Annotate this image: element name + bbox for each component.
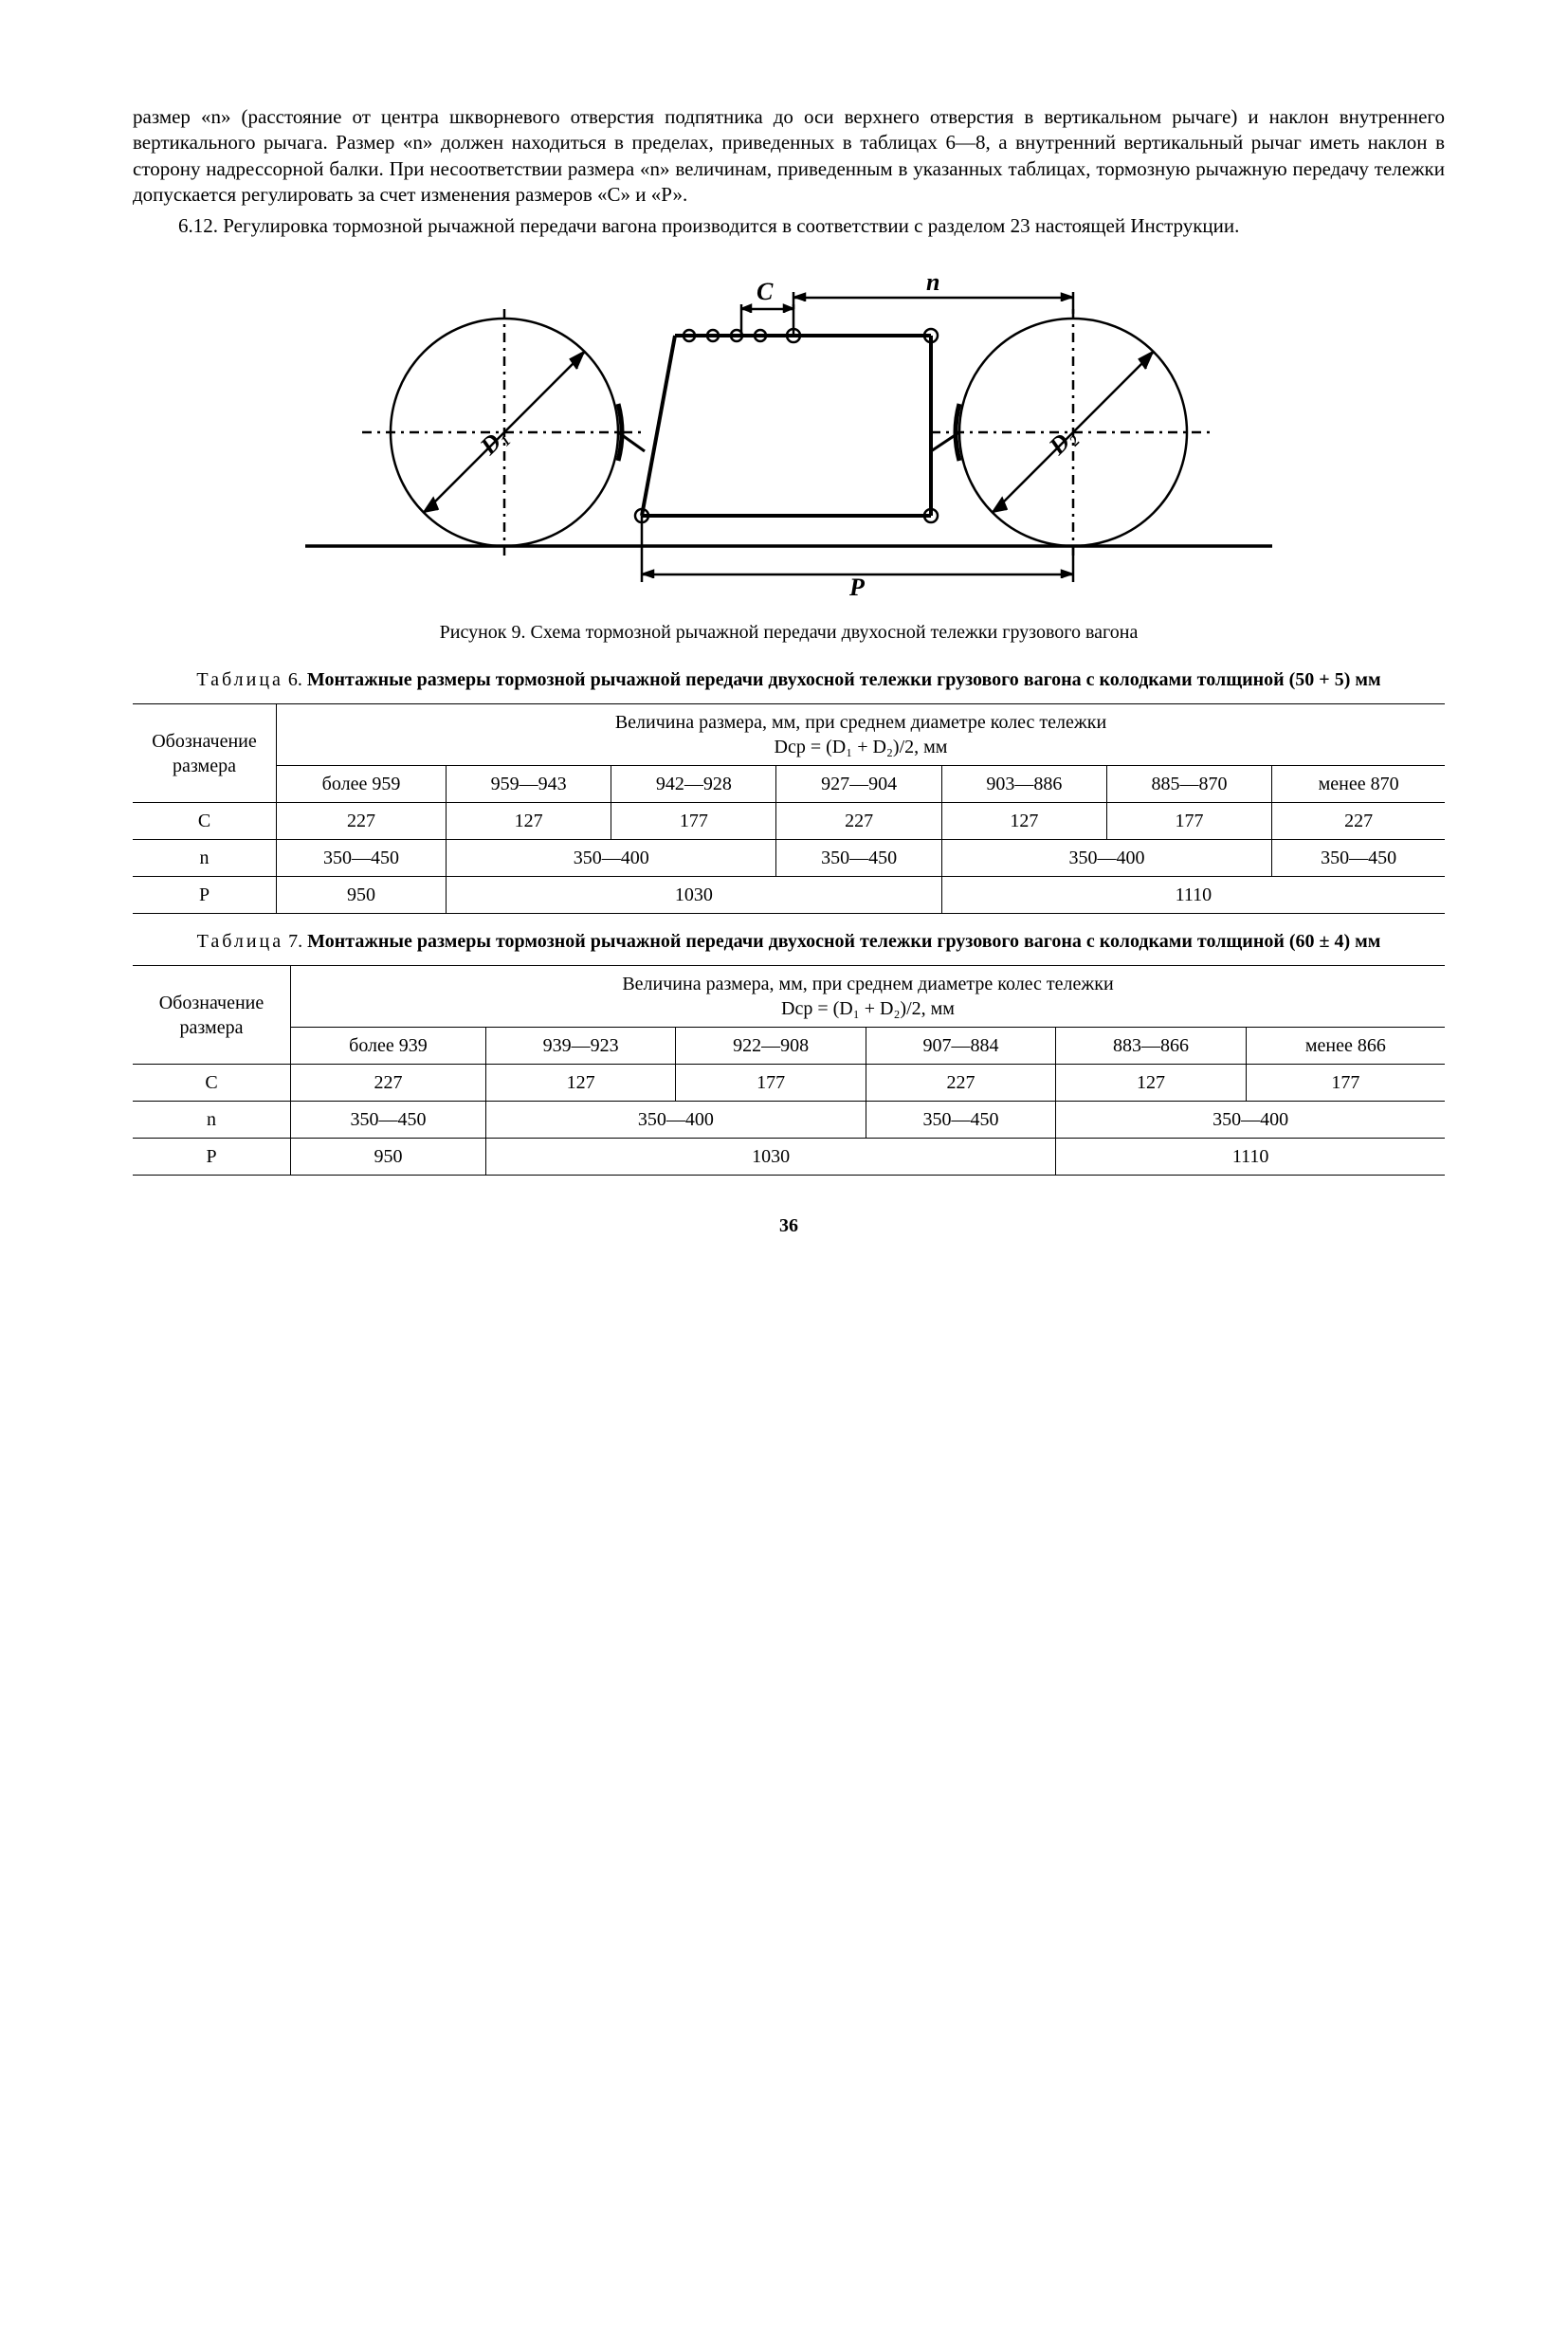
table-6-title: Таблица 6. Монтажные размеры тормозной р… bbox=[133, 667, 1445, 692]
t6-col0-header: Обозначение размера bbox=[133, 704, 277, 803]
table-6: Обозначение размера Величина размера, мм… bbox=[133, 703, 1445, 914]
t6-c-5: 177 bbox=[1106, 803, 1271, 840]
t7-p-1: 1030 bbox=[485, 1139, 1055, 1176]
fig-label-c: C bbox=[757, 278, 774, 305]
t6-p-2: 1110 bbox=[941, 877, 1445, 914]
t7-col0-header: Обозначение размера bbox=[133, 966, 291, 1065]
t6-n-0: 350—450 bbox=[277, 840, 447, 877]
t6-dh-5: 885—870 bbox=[1106, 766, 1271, 803]
t6-c-2: 177 bbox=[611, 803, 776, 840]
t7-dh-0: более 939 bbox=[291, 1028, 486, 1065]
t7-p-0: 950 bbox=[291, 1139, 486, 1176]
t7-row-p-label: P bbox=[133, 1139, 291, 1176]
paragraph-1: размер «n» (расстояние от центра шкворне… bbox=[133, 104, 1445, 208]
t6-row-c-label: C bbox=[133, 803, 277, 840]
t6-c-0: 227 bbox=[277, 803, 447, 840]
t6-dh-6: менее 870 bbox=[1272, 766, 1445, 803]
page-number: 36 bbox=[133, 1213, 1445, 1238]
t7-n-2: 350—450 bbox=[866, 1102, 1055, 1139]
t6-c-1: 127 bbox=[447, 803, 611, 840]
t6-dh-2: 942—928 bbox=[611, 766, 776, 803]
t6-row-n-label: n bbox=[133, 840, 277, 877]
t6-dh-3: 927—904 bbox=[776, 766, 941, 803]
table-7: Обозначение размера Величина размера, мм… bbox=[133, 965, 1445, 1176]
fig-label-d2: D₂ bbox=[1043, 423, 1082, 462]
t6-dh-0: более 959 bbox=[277, 766, 447, 803]
t7-dh-1: 939—923 bbox=[485, 1028, 675, 1065]
t7-dh-3: 907—884 bbox=[866, 1028, 1055, 1065]
t7-dh-4: 883—866 bbox=[1056, 1028, 1246, 1065]
paragraph-2: 6.12. Регулировка тормозной рычажной пер… bbox=[133, 213, 1445, 239]
t6-n-2: 350—450 bbox=[776, 840, 941, 877]
fig-label-d1: D₁ bbox=[474, 423, 513, 462]
t6-dh-1: 959—943 bbox=[447, 766, 611, 803]
t7-dh-5: менее 866 bbox=[1246, 1028, 1445, 1065]
table-7-title: Таблица 7. Монтажные размеры тормозной р… bbox=[133, 929, 1445, 954]
fig-label-n: n bbox=[926, 268, 939, 296]
t7-c-0: 227 bbox=[291, 1065, 486, 1102]
t6-p-0: 950 bbox=[277, 877, 447, 914]
t6-c-4: 127 bbox=[941, 803, 1106, 840]
t7-dh-2: 922—908 bbox=[676, 1028, 866, 1065]
t7-group-header: Величина размера, мм, при среднем диамет… bbox=[291, 966, 1446, 1028]
figure-9-diagram: D₁ D₂ C n P bbox=[267, 262, 1310, 603]
t6-p-1: 1030 bbox=[447, 877, 942, 914]
t7-n-1: 350—400 bbox=[485, 1102, 866, 1139]
t7-n-3: 350—400 bbox=[1056, 1102, 1445, 1139]
t6-n-4: 350—450 bbox=[1272, 840, 1445, 877]
t7-c-2: 177 bbox=[676, 1065, 866, 1102]
t6-dh-4: 903—886 bbox=[941, 766, 1106, 803]
t7-row-c-label: C bbox=[133, 1065, 291, 1102]
t7-c-4: 127 bbox=[1056, 1065, 1246, 1102]
fig-label-p: P bbox=[848, 574, 866, 601]
figure-9-caption: Рисунок 9. Схема тормозной рычажной пере… bbox=[133, 620, 1445, 645]
t7-row-n-label: n bbox=[133, 1102, 291, 1139]
t7-p-2: 1110 bbox=[1056, 1139, 1445, 1176]
t7-n-0: 350—450 bbox=[291, 1102, 486, 1139]
t7-c-1: 127 bbox=[485, 1065, 675, 1102]
t7-c-3: 227 bbox=[866, 1065, 1055, 1102]
t7-c-5: 177 bbox=[1246, 1065, 1445, 1102]
t6-group-header: Величина размера, мм, при среднем диамет… bbox=[277, 704, 1446, 766]
t6-n-1: 350—400 bbox=[447, 840, 776, 877]
t6-row-p-label: P bbox=[133, 877, 277, 914]
t6-c-6: 227 bbox=[1272, 803, 1445, 840]
t6-n-3: 350—400 bbox=[941, 840, 1271, 877]
t6-c-3: 227 bbox=[776, 803, 941, 840]
